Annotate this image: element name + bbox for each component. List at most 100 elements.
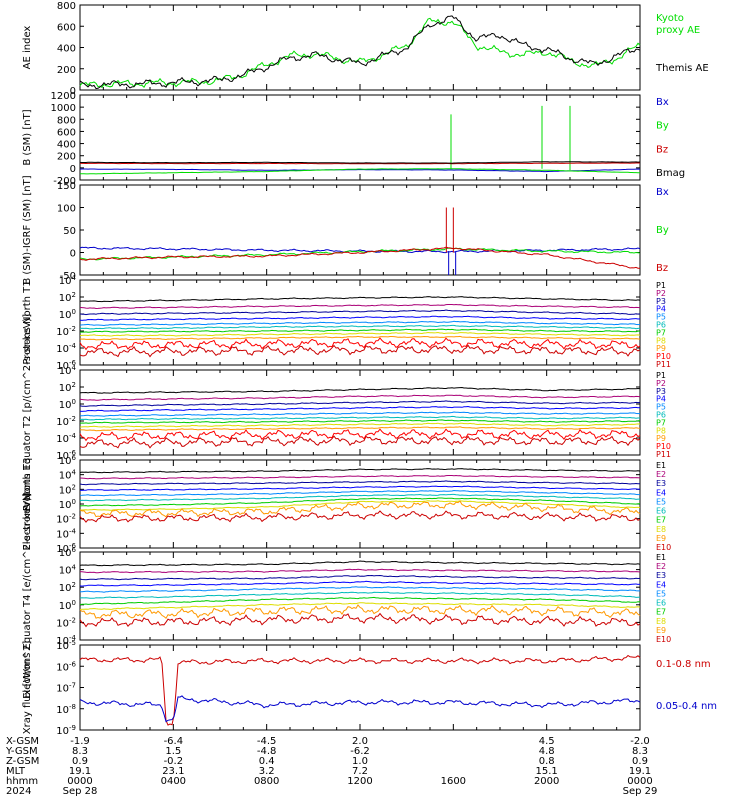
series-line-P3 <box>79 309 641 316</box>
legend-label: E2 <box>656 562 666 571</box>
series-line-P9 <box>79 426 641 432</box>
footer-cell: 1.0 <box>352 756 368 767</box>
footer-cell: 0.8 <box>539 756 555 767</box>
footer-cell: 3.2 <box>259 766 275 777</box>
legend-label: Themis AE <box>655 63 709 74</box>
series-line-P3 <box>79 400 641 407</box>
y-tick-label: 600 <box>57 127 76 138</box>
series-line-By <box>80 168 641 175</box>
legend-label: P10 <box>656 442 671 451</box>
series-line-E10 <box>79 510 641 523</box>
footer-cell: -1.9 <box>70 736 90 747</box>
y-tick-label: 200 <box>57 65 76 76</box>
y-axis-label: Protons North T1 <box>22 280 33 364</box>
series-line-E5 <box>79 489 640 497</box>
y-tick-label: 100 <box>57 204 76 215</box>
footer-cell: 15.1 <box>536 766 558 777</box>
footer-cell: 0.4 <box>259 756 275 767</box>
y-tick-label: 104 <box>59 364 77 377</box>
legend-label: P6 <box>656 321 666 330</box>
series-line-0.1-0.8 nm <box>79 654 641 726</box>
series-line-E6 <box>79 591 641 599</box>
series-line-E1 <box>79 560 641 567</box>
legend-label: Kyoto proxy AE <box>656 13 700 36</box>
legend-label: E3 <box>656 571 666 580</box>
legend-label: P6 <box>656 411 666 420</box>
legend-label: E6 <box>656 507 666 516</box>
legend-label: E1 <box>656 461 666 470</box>
y-axis-label: B (SM)-IGRF (SM) [nT] <box>22 175 33 284</box>
y-tick-label: 1200 <box>51 91 76 102</box>
y-tick-label: -50 <box>60 271 76 282</box>
footer-row-label: MLT <box>6 766 26 777</box>
footer-cell: 7.2 <box>352 766 368 777</box>
series-line-E8 <box>79 500 641 511</box>
legend-label: E5 <box>656 589 666 598</box>
y-tick-label: 0 <box>70 249 76 260</box>
footer-cell: Sep 29 <box>623 786 658 797</box>
y-tick-label: 100 <box>59 498 76 511</box>
y-tick-label: -200 <box>53 176 76 187</box>
series-line-E2 <box>79 568 641 574</box>
legend-label: E2 <box>656 470 666 479</box>
series-line-0.05-0.4 nm <box>79 695 641 723</box>
series-line-P9 <box>79 335 641 341</box>
y-tick-label: 10-6 <box>56 359 76 372</box>
legend-label: By <box>656 225 669 236</box>
legend-label: E4 <box>656 580 666 589</box>
series-line-E3 <box>79 574 641 581</box>
series-line-P1 <box>79 386 641 394</box>
y-tick-label: 10-2 <box>56 513 76 526</box>
y-tick-label: 800 <box>57 1 76 12</box>
series-line-P6 <box>79 324 641 330</box>
panel-0: 0 200 400 600 800 AE index Kyoto proxy AE Themis… <box>22 1 709 97</box>
y-tick-label: 400 <box>57 44 76 55</box>
footer-cell: 19.1 <box>629 766 651 777</box>
series-line-P6 <box>79 415 641 421</box>
series-line-Bmag <box>79 161 641 164</box>
footer-row-label: Y-GSM <box>5 746 38 757</box>
y-tick-label: 104 <box>59 469 77 482</box>
legend-label: E7 <box>656 608 666 617</box>
legend-label: P3 <box>656 297 666 306</box>
footer-cell: 1200 <box>347 776 372 787</box>
legend-label: 0.1-0.8 nm <box>656 659 711 670</box>
series-line-Themis AE <box>79 15 641 90</box>
legend-label: P2 <box>656 379 666 388</box>
y-tick-label: 50 <box>63 226 76 237</box>
series-line-P11 <box>79 435 641 449</box>
legend-label: E10 <box>656 635 671 644</box>
legend-label: Bmag <box>656 168 685 179</box>
footer-row-label: X-GSM <box>6 736 39 747</box>
panel-frame <box>79 4 641 91</box>
legend-label: P9 <box>656 344 666 353</box>
series-line-P8 <box>79 331 641 337</box>
series-line-E3 <box>79 480 640 486</box>
series-line-P10 <box>79 337 641 351</box>
y-tick-label: 200 <box>57 152 76 163</box>
legend-label: P8 <box>656 426 666 435</box>
series-line-P5 <box>79 411 641 417</box>
legend-label: P5 <box>656 313 666 322</box>
legend-label: P8 <box>656 336 666 345</box>
y-tick-label: 10-2 <box>56 616 76 629</box>
footer-cell: 4.8 <box>539 746 555 757</box>
y-axis-label: B (SM) [nT] <box>22 109 33 165</box>
y-tick-label: 100 <box>59 398 76 411</box>
y-tick-label: 800 <box>57 115 76 126</box>
footer-cell: 0000 <box>627 776 652 787</box>
y-tick-label: 102 <box>59 291 76 304</box>
footer-cell: -6.4 <box>164 736 184 747</box>
legend-label: Bx <box>656 187 669 198</box>
y-tick-label: 102 <box>59 381 76 394</box>
y-tick-label: 10-6 <box>56 660 76 673</box>
footer-table: X-GSMY-GSMZ-GSMMLThhmm2024-1.98.30.919.1… <box>5 736 657 797</box>
y-tick-label: 104 <box>59 274 77 287</box>
footer-row-label: hhmm <box>6 776 38 787</box>
legend-label: P2 <box>656 289 666 298</box>
y-tick-label: 106 <box>59 454 77 467</box>
series-line-E4 <box>79 485 641 491</box>
y-axis-label: Protons Equator T2 [p/(cm^2-s-sr-keV)] <box>22 314 33 511</box>
y-tick-label: 400 <box>57 140 76 151</box>
